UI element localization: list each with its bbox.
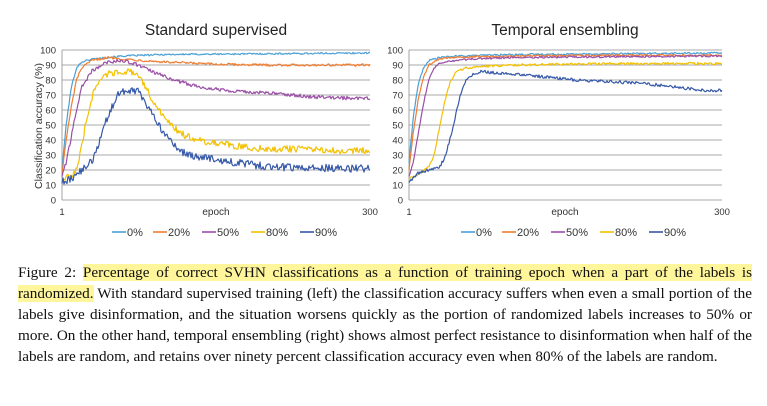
series-line-90pct <box>61 87 371 185</box>
figure: Standard supervised Classification accur… <box>33 22 730 239</box>
series-group <box>408 51 723 183</box>
x-tick-label: 300 <box>362 207 378 218</box>
legend-label: 20% <box>168 227 190 239</box>
legend-label: 50% <box>217 227 239 239</box>
y-tick-label: 90 <box>392 61 403 72</box>
y-tick-label: 40 <box>45 136 56 147</box>
x-axis-label: epoch <box>551 207 578 218</box>
legend: 0% 20% 50% 80% 90% <box>112 227 337 239</box>
figure-caption: Figure 2: Percentage of correct SVHN cla… <box>18 262 753 367</box>
series-line-0pct <box>408 51 723 163</box>
series-line-50pct <box>408 54 723 177</box>
legend: 0% 20% 50% 80% 90% <box>461 227 686 239</box>
legend-label: 80% <box>266 227 288 239</box>
y-tick-label: 70 <box>392 91 403 102</box>
x-tick-label: 1 <box>59 207 64 218</box>
y-tick-label: 50 <box>392 121 403 132</box>
y-tick-label: 100 <box>40 46 56 57</box>
y-tick-label: 60 <box>392 106 403 117</box>
series-line-90pct <box>408 69 723 183</box>
legend-label: 0% <box>127 227 143 239</box>
x-axis-label: epoch <box>202 207 229 218</box>
y-tick-label: 90 <box>45 61 56 72</box>
y-tick-labels: 0 10 20 30 40 50 60 70 80 90 100 <box>40 46 56 207</box>
chart-standard-supervised: Standard supervised Classification accur… <box>33 22 378 239</box>
series-line-50pct <box>61 59 371 177</box>
caption-label: Figure 2: <box>18 264 77 281</box>
series-line-20pct <box>61 55 371 174</box>
y-tick-label: 0 <box>398 196 403 207</box>
legend-label: 90% <box>664 227 686 239</box>
legend-label: 80% <box>615 227 637 239</box>
x-tick-labels: 1 300 <box>406 207 730 218</box>
y-tick-label: 30 <box>392 151 403 162</box>
legend-label: 50% <box>566 227 588 239</box>
y-tick-labels: 0 10 20 30 40 50 60 70 80 90 100 <box>387 46 403 207</box>
series-line-80pct <box>408 61 723 180</box>
x-tick-label: 1 <box>406 207 411 218</box>
legend-label: 90% <box>315 227 337 239</box>
legend-label: 20% <box>517 227 539 239</box>
chart-title: Temporal ensembling <box>491 22 638 39</box>
x-tick-label: 300 <box>714 207 730 218</box>
y-tick-label: 80 <box>392 76 403 87</box>
y-axis-label: Classification accuracy (%) <box>33 63 45 189</box>
x-tick-labels: 1 300 <box>59 207 378 218</box>
series-line-20pct <box>408 53 723 171</box>
y-tick-label: 50 <box>45 121 56 132</box>
y-tick-label: 20 <box>45 166 56 177</box>
series-group <box>61 51 371 185</box>
y-tick-label: 70 <box>45 91 56 102</box>
y-tick-label: 10 <box>45 181 56 192</box>
y-tick-label: 0 <box>51 196 56 207</box>
gridlines <box>408 49 722 201</box>
y-tick-label: 20 <box>392 166 403 177</box>
series-line-80pct <box>61 68 371 181</box>
legend-label: 0% <box>476 227 492 239</box>
series-line-0pct <box>61 51 371 171</box>
chart-temporal-ensembling: Temporal ensembling 0 10 20 30 40 50 60 70 80 90 1… <box>387 22 730 239</box>
y-tick-label: 10 <box>392 181 403 192</box>
y-tick-label: 30 <box>45 151 56 162</box>
chart-title: Standard supervised <box>145 22 287 39</box>
y-tick-label: 40 <box>392 136 403 147</box>
y-tick-label: 80 <box>45 76 56 87</box>
y-tick-label: 60 <box>45 106 56 117</box>
y-tick-label: 100 <box>387 46 403 57</box>
caption-body: With standard supervised training (left)… <box>18 285 752 365</box>
